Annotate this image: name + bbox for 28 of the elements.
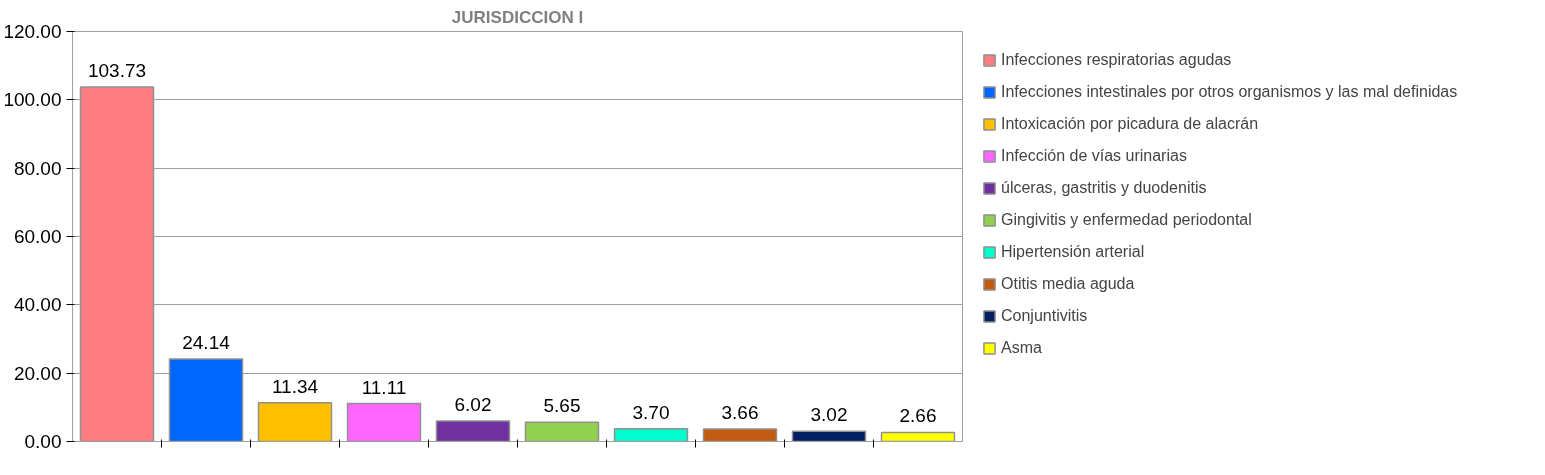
y-tick-label: 20.00	[13, 362, 62, 384]
text: 11.34	[271, 375, 319, 397]
legend-label: Infección de vías urinarias	[1001, 147, 1187, 165]
y-tick-label: 0.00	[24, 431, 62, 452]
legend-label: Gingivitis y enfermedad periodontal	[1001, 211, 1252, 229]
text: 103.73	[87, 60, 147, 82]
y-tick-label: 100.00	[3, 89, 62, 111]
text: 6.02	[454, 393, 492, 415]
legend-label: Intoxicación por picadura de alacrán	[1001, 115, 1259, 133]
legend-label: Hipertensión arterial	[1001, 243, 1145, 261]
text: 5.65	[543, 395, 581, 417]
text: 3.02	[810, 404, 848, 426]
y-tick-label: 40.00	[13, 294, 62, 316]
text: 11.11	[361, 376, 407, 398]
text: 24.14	[182, 332, 230, 354]
text: 3.66	[721, 401, 759, 423]
text: 2.66	[899, 405, 937, 427]
legend-label: Infecciones respiratorias agudas	[1001, 51, 1232, 69]
legend-label: Otitis media aguda	[1001, 275, 1135, 293]
legend-label: Infecciones intestinales por otros organismos y las mal definidas	[1001, 83, 1458, 101]
legend-label: Conjuntivitis	[1001, 307, 1088, 325]
legend-label: úlceras, gastritis y duodenitis	[1001, 179, 1207, 197]
y-tick-label: 80.00	[13, 157, 62, 179]
legend-label: Asma	[1001, 339, 1042, 357]
y-tick-label: 60.00	[13, 226, 62, 247]
y-tick-label: 120.00	[3, 21, 62, 42]
text: 3.70	[632, 401, 670, 423]
chart-title: JURISDICCION I	[451, 7, 584, 27]
